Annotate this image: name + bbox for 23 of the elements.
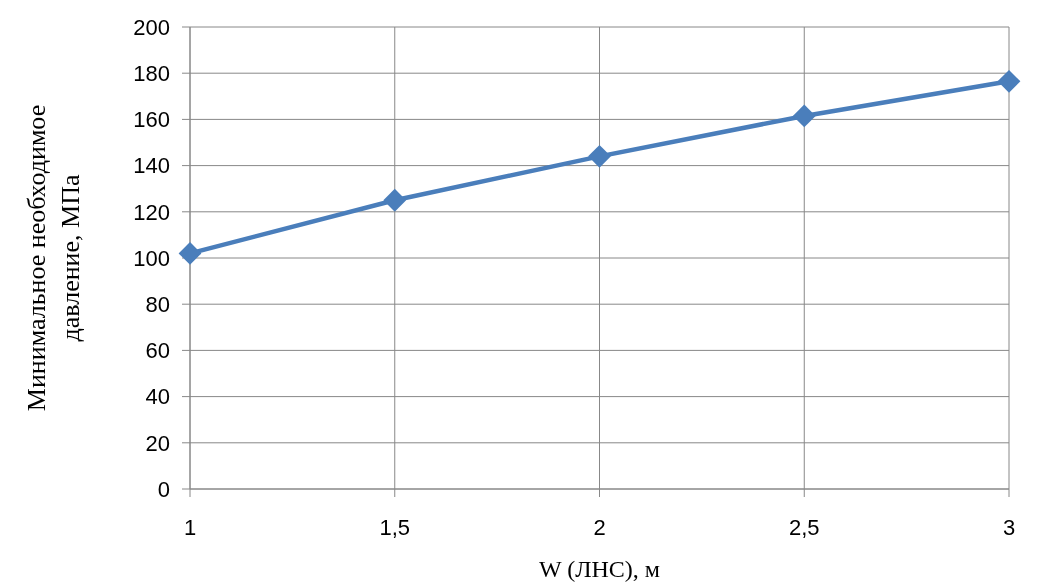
- point: [588, 144, 611, 168]
- x-tick-label: 1,5: [379, 515, 411, 540]
- y-tick-label: 200: [133, 14, 170, 40]
- x-tick-label: 2: [593, 515, 606, 540]
- x-tick-label: 1: [183, 515, 197, 540]
- y-tick-label: 0: [157, 476, 170, 502]
- x-tick-label: 2,5: [788, 515, 820, 540]
- point: [997, 69, 1021, 93]
- x-tick-label: 3: [1002, 515, 1016, 540]
- y-tick-label: 160: [133, 107, 170, 133]
- y-axis-title: Минимальное необходимое давление, МПа: [22, 104, 85, 412]
- y-tick-label: 140: [133, 153, 170, 179]
- y-tick-label: 100: [133, 245, 170, 271]
- y-tick-label: 180: [133, 60, 170, 86]
- x-axis-title: W (ЛНС), м: [538, 556, 661, 582]
- y-tick-label: 80: [145, 291, 170, 317]
- y-tick-label: 60: [145, 338, 170, 364]
- y-tick-label: 120: [133, 199, 170, 225]
- y-tick-label: 40: [145, 384, 170, 410]
- point: [178, 241, 202, 265]
- point: [383, 188, 407, 212]
- y-tick-label: 20: [145, 430, 170, 456]
- point: [792, 104, 816, 128]
